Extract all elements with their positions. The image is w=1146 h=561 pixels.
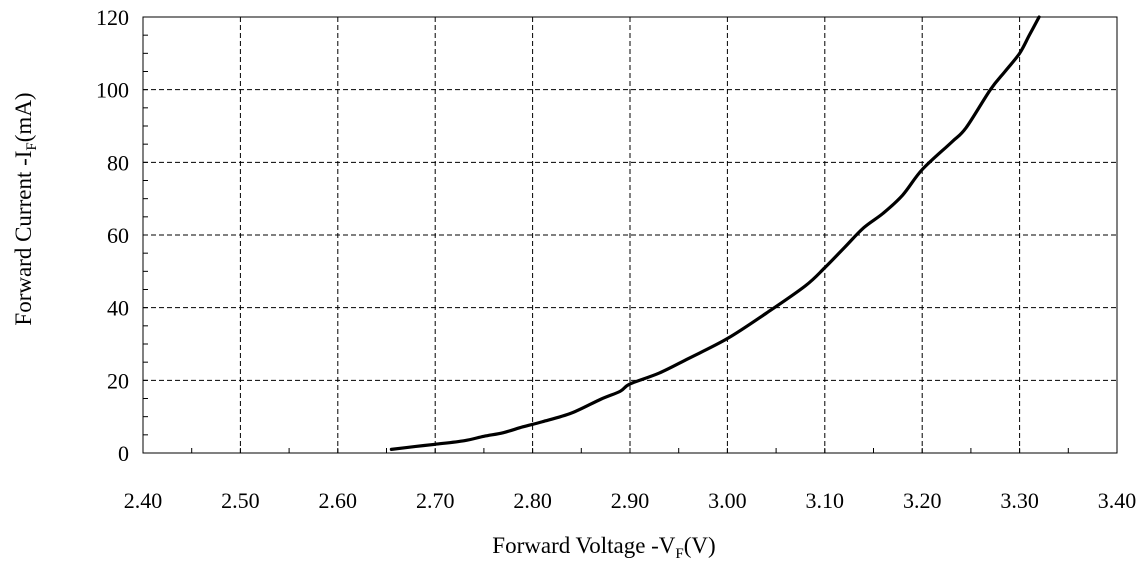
y-axis-title-sub: F [24, 142, 40, 150]
plot-frame [142, 16, 1118, 454]
x-tick-label: 3.30 [1000, 488, 1039, 513]
x-tick-label: 2.70 [416, 488, 455, 513]
x-tick-label: 2.40 [124, 488, 163, 513]
y-tick-label: 100 [96, 78, 129, 103]
x-tick-label: 2.60 [319, 488, 358, 513]
x-tick-label: 2.80 [513, 488, 552, 513]
x-axis-title-sub: F [675, 546, 683, 561]
x-tick-label: 3.40 [1098, 488, 1137, 513]
x-axis-title-unit: (V) [684, 533, 716, 558]
y-tick-label: 20 [107, 368, 129, 393]
y-axis-title-unit: (mA) [11, 92, 36, 142]
x-tick-label: 2.90 [611, 488, 650, 513]
y-axis-title: Forward Current -IF(mA) [11, 92, 40, 325]
x-axis-title: Forward Voltage -VF(V) [492, 533, 715, 561]
y-tick-label: 0 [118, 441, 129, 466]
y-tick-label: 120 [96, 5, 129, 30]
y-tick-label: 60 [107, 223, 129, 248]
x-tick-label: 3.00 [708, 488, 747, 513]
x-tick-label: 3.10 [806, 488, 845, 513]
y-tick-label: 40 [107, 296, 129, 321]
grid [143, 17, 1117, 453]
y-tick-label: 80 [107, 150, 129, 175]
series-line-0 [389, 15, 1041, 451]
y-axis-tick-labels: 0 20 40 60 80 100 120 [96, 5, 129, 466]
x-tick-label: 3.20 [903, 488, 942, 513]
x-axis-title-main: Forward Voltage -V [492, 533, 676, 558]
series-layer [389, 15, 1041, 451]
y-axis-title-main: Forward Current -I [11, 151, 36, 326]
x-tick-label: 2.50 [221, 488, 260, 513]
x-axis-tick-labels: 2.40 2.50 2.60 2.70 2.80 2.90 3.00 3.10 3.20 3.30… [124, 488, 1137, 513]
